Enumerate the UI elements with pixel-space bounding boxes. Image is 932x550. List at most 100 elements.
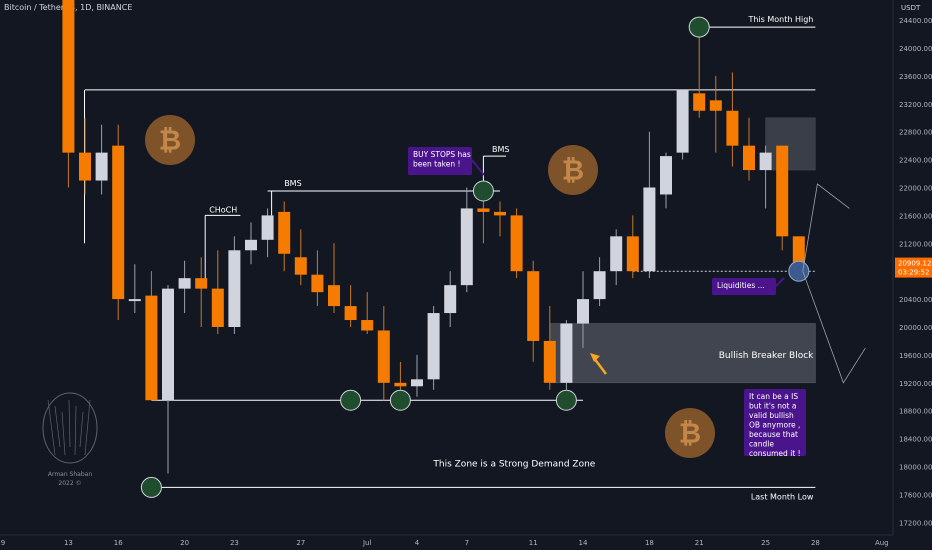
candle [577,271,589,348]
candle [560,320,573,390]
current-price-badge [895,257,932,278]
buy-stops-callout-text: BUY STOPS has [413,150,471,159]
candle-body [62,0,75,153]
candle [460,187,473,293]
candle-body [211,288,224,327]
x-tick-label: 14 [579,539,588,547]
buy-stops-callout-text: been taken ! [413,160,461,169]
x-tick-label: 28 [811,539,820,547]
candle [294,229,307,286]
bitcoin-logo-circle [548,145,598,195]
brain-mesh [74,405,77,456]
bitcoin-logo-circle [145,115,195,165]
liquidities-callout-text: Liquidities ... [717,281,765,290]
y-tick-label: 22800.00 [899,129,932,137]
candle-body [228,250,241,327]
candle [128,264,141,314]
candle [112,124,125,321]
marker-circle [555,389,577,411]
x-tick-label: 25 [761,539,770,547]
candle-body [610,236,623,272]
candle-body [294,257,307,275]
candle-body [245,239,257,251]
candle-body [195,278,208,289]
candle-body [145,295,158,401]
y-tick-label: 21600.00 [899,212,932,220]
y-tick-label: 20000.00 [899,324,932,332]
candle [328,243,340,314]
candle [427,306,440,390]
candle [759,145,772,209]
marker-circle [140,476,162,498]
candle [593,257,606,307]
candle-body [776,145,789,237]
candle-body [792,236,805,264]
candle-body [693,93,706,111]
candle [311,250,324,307]
candle-body [743,145,755,171]
ob-note-callout-text: but it's not a [749,402,796,411]
x-tick-label: 11 [529,539,538,547]
candle-body [527,271,540,341]
ob-note-callout-text: consumed it ! [749,449,801,458]
candle-body [394,382,407,387]
order-block-zone [765,117,816,171]
candle-body [411,379,423,387]
candle [278,201,291,272]
current-price-value: 20909.12 [898,260,931,268]
projection-line [802,183,850,272]
marker-circle [389,389,411,411]
candle [643,131,656,279]
watermark-name: Arman Shaban [48,471,92,478]
candle-body [427,313,440,380]
marker-circle [788,260,810,282]
ob-note-callout-text: OB anymore , [749,421,800,430]
candle [162,285,174,474]
candle [660,152,672,209]
candle [411,354,423,397]
ob-note-callout-box [744,389,806,456]
candle-body [377,330,390,383]
x-tick-label: 13 [64,539,73,547]
price-axis-currency: USDT [901,4,921,12]
candle-body [162,288,174,401]
brain-watermark-icon [42,392,98,464]
y-tick-label: 19200.00 [899,380,932,388]
brain-mesh [84,399,91,456]
y-tick-label: 23200.00 [899,101,932,109]
candle [195,257,208,327]
candle [510,208,523,279]
y-tick-label: 21200.00 [899,240,932,248]
candle [527,260,540,362]
candle [361,292,374,334]
candle [178,260,191,314]
candle-body [278,211,291,254]
candle-body [560,323,573,383]
bitcoin-logo-glyph: ₿ [159,125,181,157]
candle-body [361,320,374,331]
orange-arrow-icon [593,357,607,375]
candle [693,27,706,118]
y-tick-label: 24400.00 [899,17,932,25]
candle [62,0,75,188]
candle-body [494,211,506,216]
y-tick-label: 23600.00 [899,73,932,81]
y-tick-label: 22000.00 [899,185,932,193]
y-tick-label: 24000.00 [899,45,932,53]
this-month-high-label: This Month High [747,15,813,24]
candle [676,89,689,160]
brain-outline [42,392,98,464]
candle [261,208,274,258]
breaker-block-label: Bullish Breaker Block [719,351,814,361]
candle-body [626,236,639,272]
candle-body [178,278,191,289]
candle-body [477,208,490,212]
candle [95,124,108,195]
candle-body [709,100,722,111]
candle [228,236,241,334]
watermark-year: 2022 © [58,480,81,487]
x-tick-label: 18 [645,539,654,547]
x-tick-label: 16 [114,539,123,547]
bms-label: BMS [284,179,301,188]
